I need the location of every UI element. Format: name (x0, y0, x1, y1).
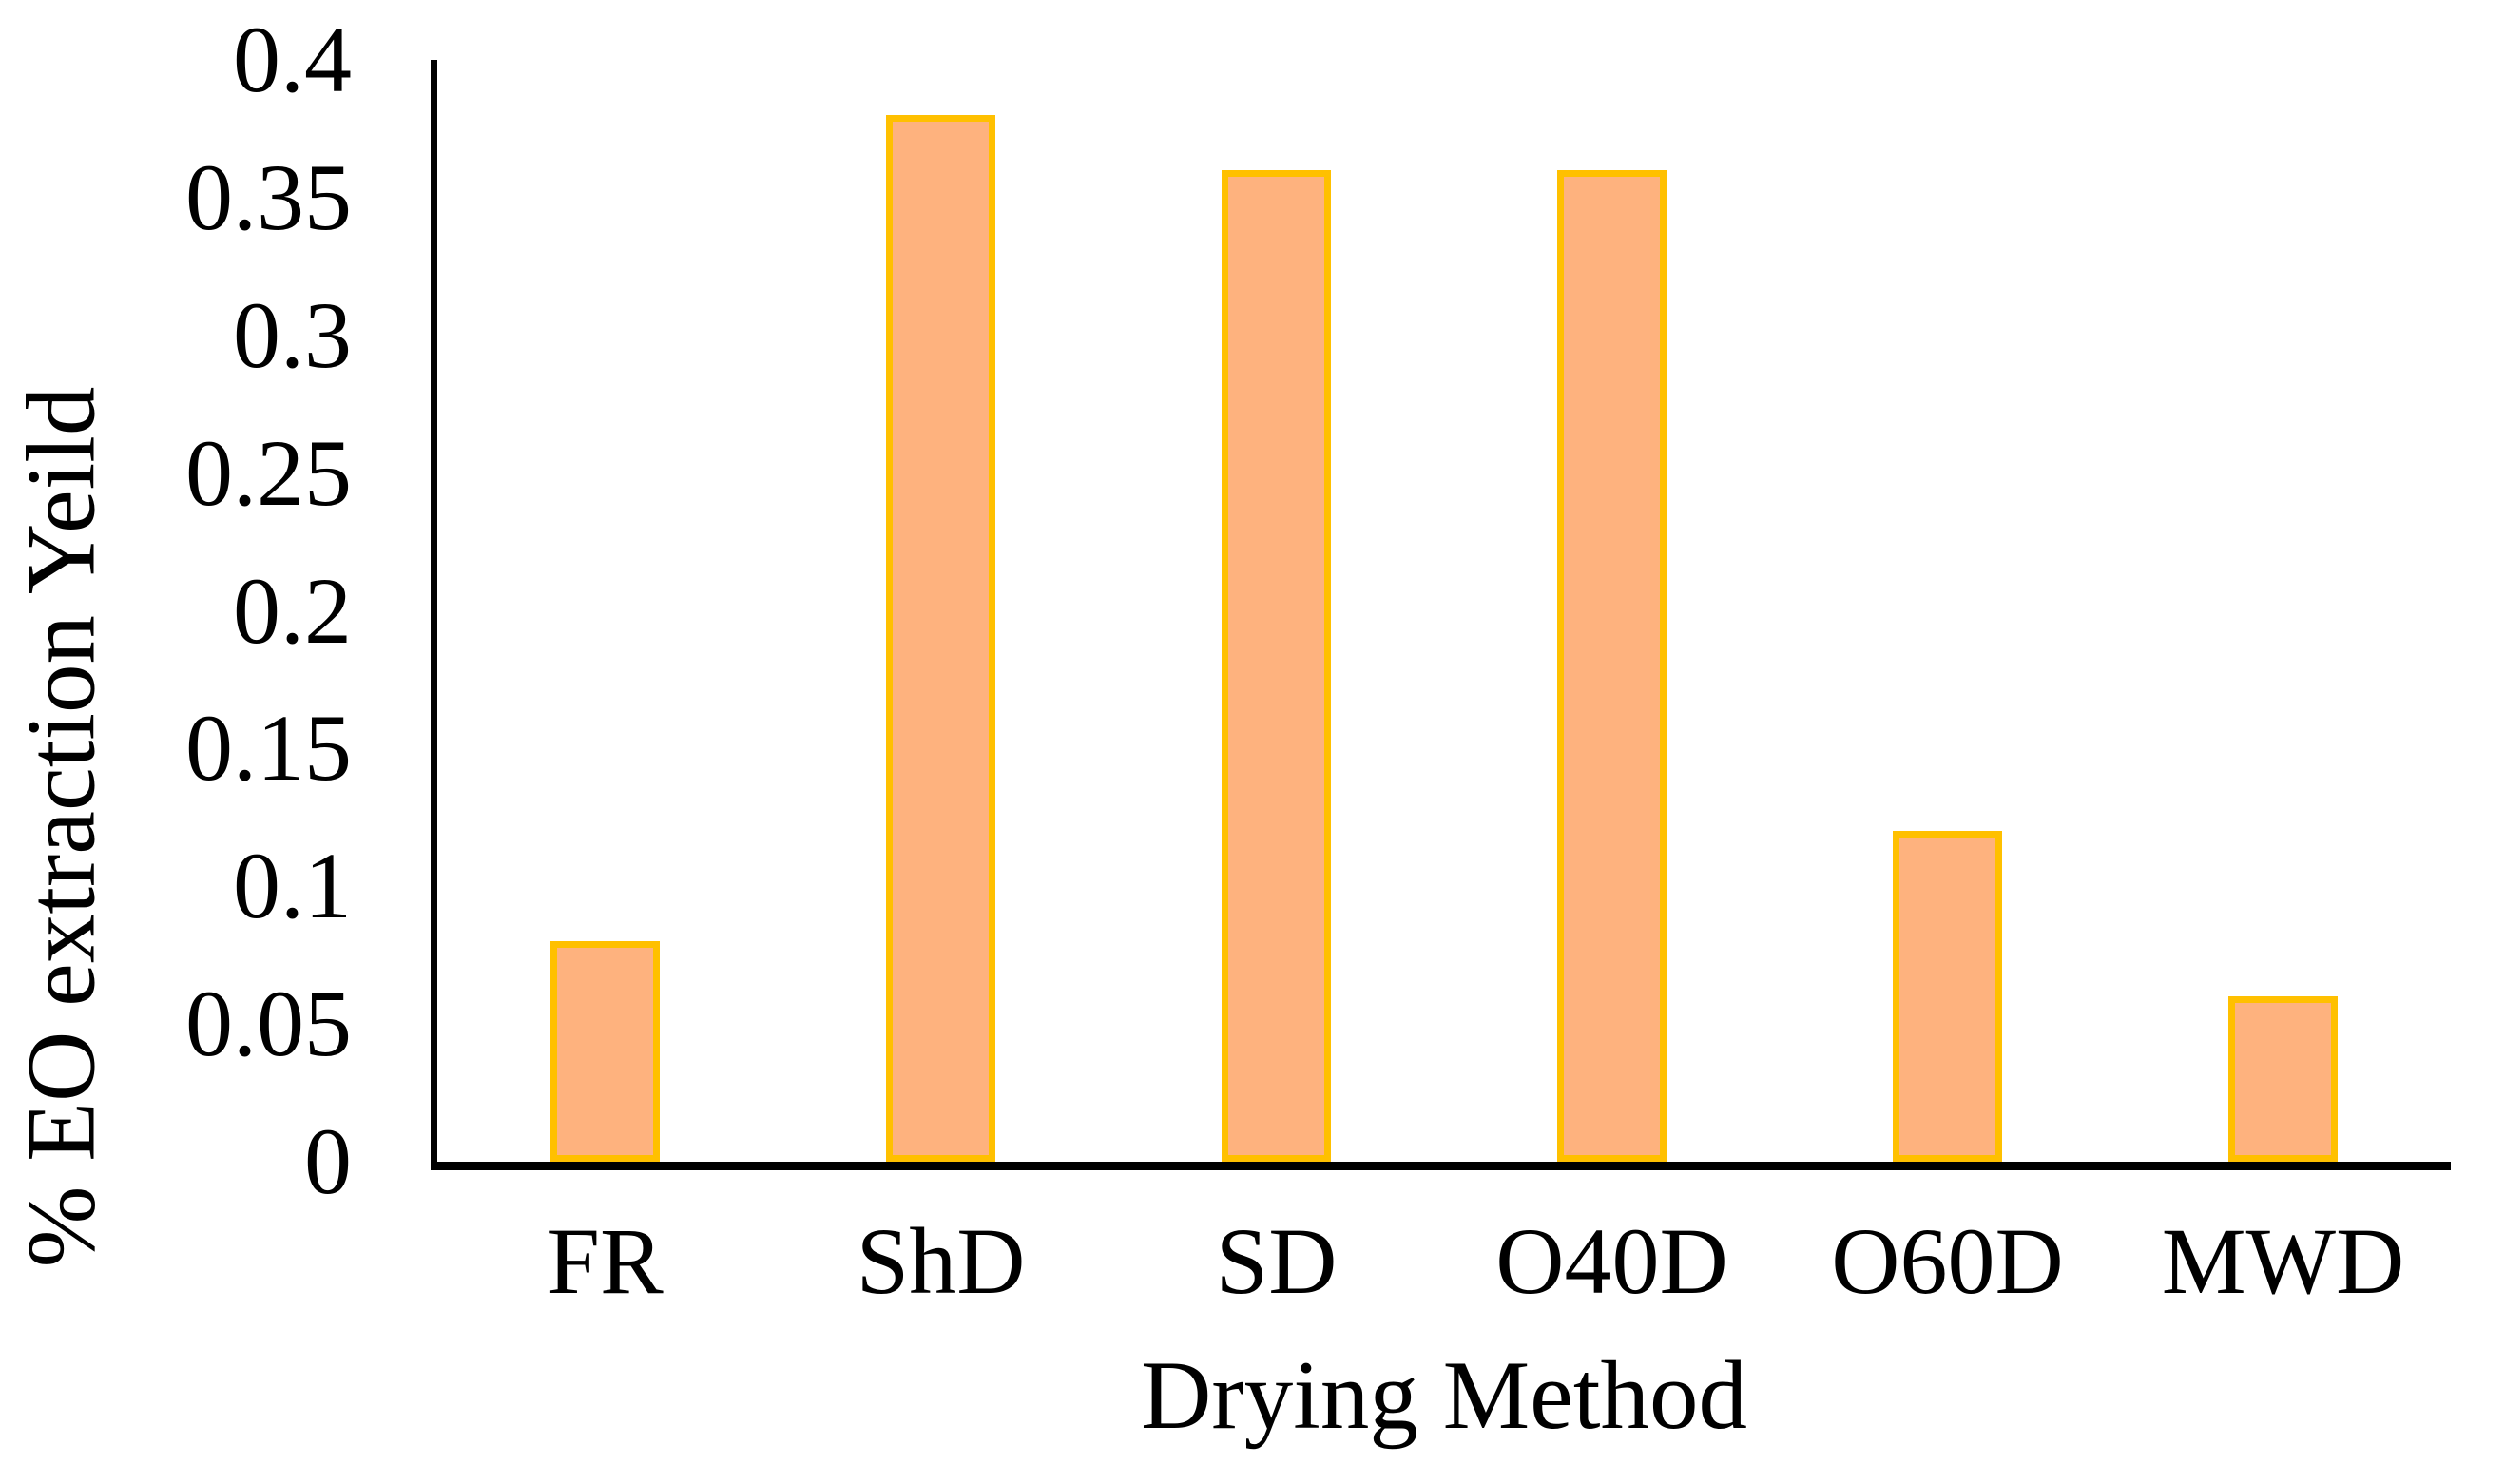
x-axis-title: Drying Method (1141, 1341, 1747, 1450)
y-tick-label-0.35: 0.35 (185, 145, 352, 250)
x-category-label-O40D: O40D (1495, 1208, 1728, 1314)
x-category-label-FR: FR (547, 1208, 664, 1314)
bar-O40D (1557, 170, 1667, 1162)
bar-FR (550, 941, 660, 1162)
y-tick-label-0.15: 0.15 (185, 695, 352, 800)
x-category-label-ShD: ShD (856, 1208, 1026, 1314)
y-tick-label-0.1: 0.1 (233, 833, 352, 938)
y-tick-label-0.2: 0.2 (233, 558, 352, 664)
x-category-label-O60D: O60D (1831, 1208, 2064, 1314)
x-category-label-MWD: MWD (2161, 1208, 2405, 1314)
x-category-label-SD: SD (1215, 1208, 1338, 1314)
bar-O60D (1893, 831, 2002, 1162)
bar-SD (1222, 170, 1331, 1162)
y-tick-label-0.4: 0.4 (233, 7, 352, 112)
y-tick-label-0.05: 0.05 (185, 971, 352, 1076)
y-axis-line (431, 60, 437, 1166)
x-axis-line (431, 1162, 2451, 1170)
bar-ShD (886, 115, 995, 1162)
y-tick-label-0.3: 0.3 (233, 282, 352, 388)
y-tick-label-0.25: 0.25 (185, 420, 352, 526)
plot-area (431, 60, 2451, 1170)
y-tick-label-0: 0 (304, 1108, 352, 1214)
bar-MWD (2228, 996, 2338, 1162)
